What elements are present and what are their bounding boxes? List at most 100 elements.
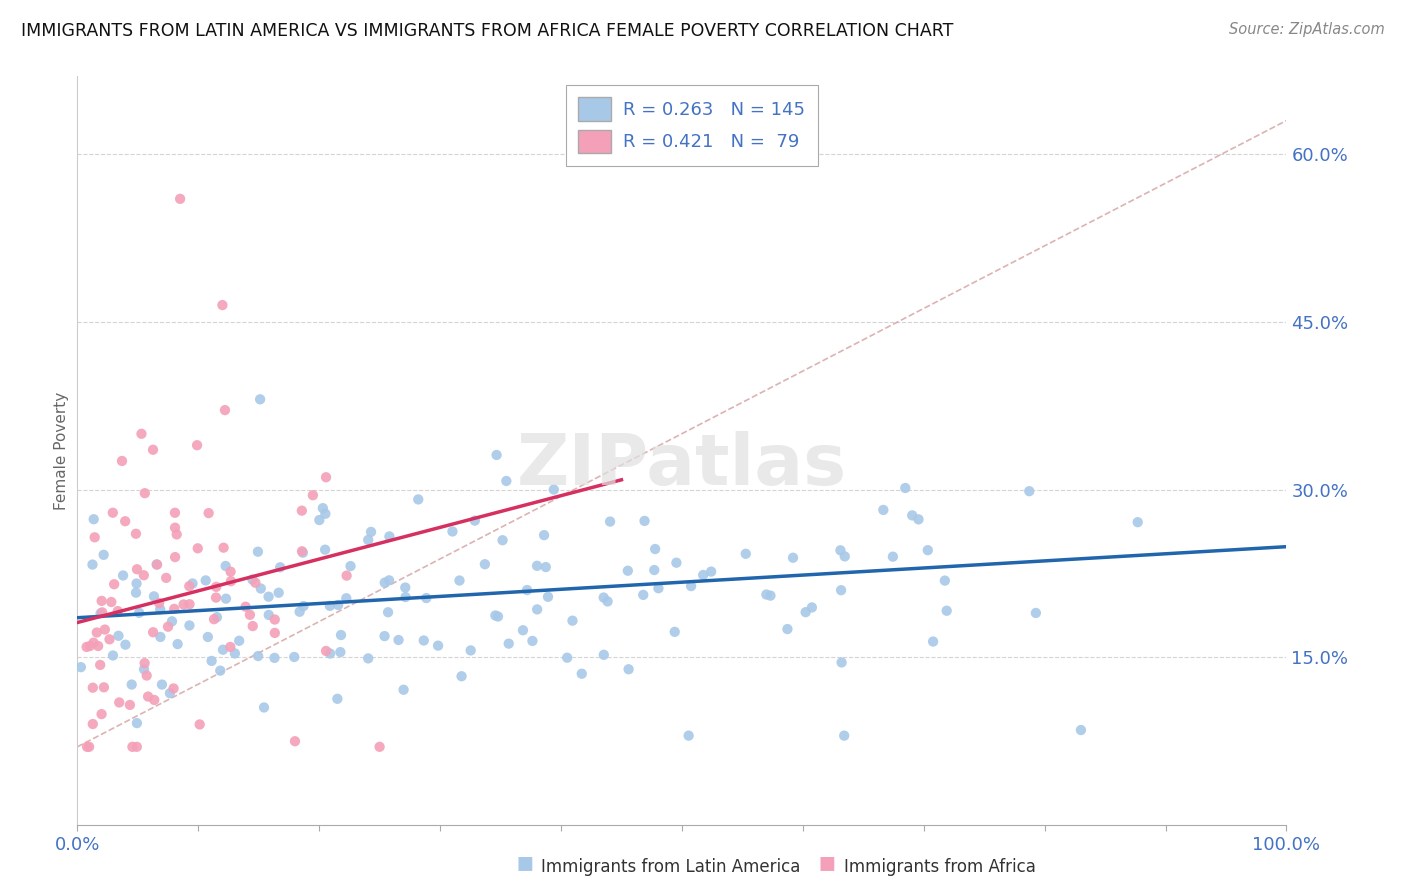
Point bbox=[314, 507, 336, 521]
Point bbox=[136, 690, 159, 704]
Point bbox=[166, 527, 188, 541]
Point bbox=[219, 565, 242, 579]
Point bbox=[134, 656, 156, 670]
Point bbox=[800, 600, 823, 615]
Point bbox=[242, 573, 264, 587]
Point bbox=[571, 666, 593, 681]
Point bbox=[142, 625, 165, 640]
Point bbox=[181, 576, 204, 591]
Point bbox=[335, 591, 357, 606]
Point bbox=[76, 739, 98, 754]
Point bbox=[90, 594, 112, 608]
Point bbox=[257, 607, 280, 622]
Point bbox=[1070, 723, 1092, 737]
Point bbox=[326, 691, 349, 706]
Point bbox=[512, 624, 534, 638]
Point bbox=[90, 707, 112, 722]
Point bbox=[755, 125, 778, 139]
Text: Immigrants from Latin America: Immigrants from Latin America bbox=[541, 858, 800, 876]
Point bbox=[194, 574, 217, 588]
Point bbox=[179, 579, 201, 593]
Point bbox=[98, 632, 121, 647]
Point bbox=[247, 648, 270, 663]
Point bbox=[1025, 606, 1047, 620]
Point bbox=[228, 633, 250, 648]
Point bbox=[87, 639, 110, 653]
Point bbox=[441, 524, 464, 539]
Text: Immigrants from Africa: Immigrants from Africa bbox=[844, 858, 1035, 876]
Point bbox=[533, 528, 555, 542]
Point bbox=[315, 470, 337, 484]
Point bbox=[82, 681, 104, 695]
Point bbox=[415, 591, 437, 605]
Point bbox=[214, 559, 236, 574]
Point bbox=[664, 624, 686, 639]
Point bbox=[360, 524, 382, 539]
Point bbox=[292, 599, 315, 613]
Point bbox=[263, 651, 285, 665]
Point bbox=[312, 501, 335, 516]
Point bbox=[516, 582, 538, 597]
Point bbox=[319, 599, 342, 613]
Point bbox=[543, 483, 565, 497]
Point bbox=[149, 630, 172, 644]
Point bbox=[111, 454, 134, 468]
Point bbox=[830, 543, 852, 558]
Point bbox=[91, 605, 114, 619]
Point bbox=[485, 448, 508, 462]
Point bbox=[314, 542, 336, 557]
Point bbox=[406, 492, 429, 507]
Point bbox=[782, 550, 804, 565]
Point bbox=[121, 739, 143, 754]
Point bbox=[93, 548, 115, 562]
Point bbox=[77, 739, 100, 754]
Point bbox=[166, 637, 188, 651]
Point bbox=[148, 596, 170, 610]
Point bbox=[934, 574, 956, 588]
Point bbox=[491, 533, 513, 548]
Point bbox=[755, 588, 778, 602]
Point bbox=[205, 610, 228, 624]
Point bbox=[212, 541, 235, 555]
Point bbox=[831, 656, 853, 670]
Point bbox=[284, 734, 307, 748]
Point bbox=[464, 514, 486, 528]
Point bbox=[108, 695, 131, 709]
Point bbox=[186, 438, 208, 452]
Point bbox=[498, 637, 520, 651]
Point bbox=[100, 595, 122, 609]
Point bbox=[374, 629, 396, 643]
Point bbox=[89, 657, 111, 672]
Point bbox=[94, 623, 117, 637]
Point bbox=[169, 192, 191, 206]
Point bbox=[901, 508, 924, 523]
Point bbox=[374, 575, 396, 590]
Point bbox=[450, 669, 472, 683]
Point bbox=[188, 717, 211, 731]
Point bbox=[128, 606, 150, 620]
Point bbox=[617, 662, 640, 676]
Point bbox=[269, 560, 291, 574]
Point bbox=[776, 622, 799, 636]
Point bbox=[263, 626, 285, 640]
Point bbox=[135, 668, 157, 682]
Point bbox=[155, 571, 177, 585]
Point bbox=[165, 550, 187, 565]
Point bbox=[121, 677, 143, 691]
Point bbox=[935, 604, 957, 618]
Point bbox=[157, 620, 180, 634]
Point bbox=[83, 530, 105, 544]
Point bbox=[107, 604, 129, 618]
Point bbox=[246, 545, 269, 559]
Point bbox=[201, 654, 224, 668]
Legend: R = 0.263   N = 145, R = 0.421   N =  79: R = 0.263 N = 145, R = 0.421 N = 79 bbox=[565, 85, 818, 166]
Point bbox=[249, 392, 271, 407]
Point bbox=[173, 598, 195, 612]
Point bbox=[592, 648, 614, 662]
Point bbox=[830, 583, 852, 598]
Point bbox=[302, 488, 325, 502]
Point bbox=[162, 681, 184, 696]
Point bbox=[219, 640, 242, 654]
Point bbox=[283, 650, 305, 665]
Point bbox=[101, 506, 124, 520]
